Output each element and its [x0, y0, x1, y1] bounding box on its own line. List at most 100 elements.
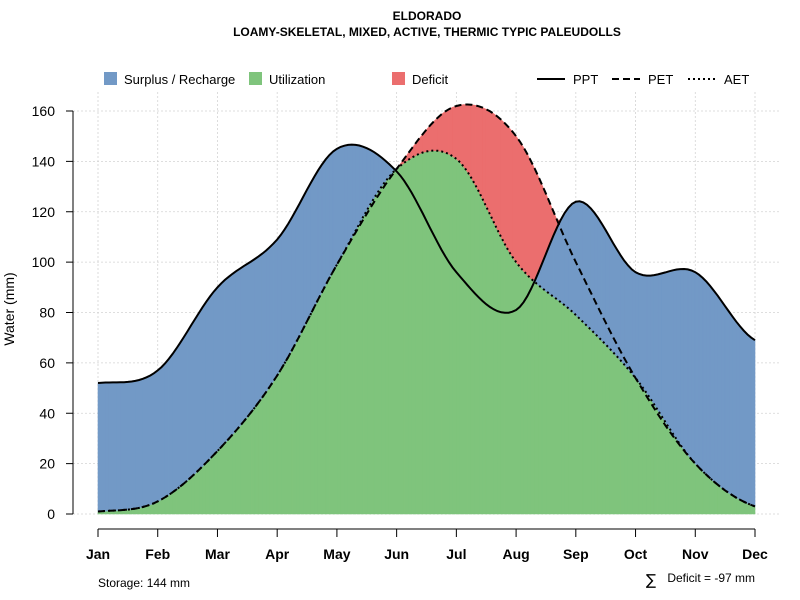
surplus-area — [347, 144, 353, 245]
surplus-area — [138, 378, 144, 509]
utilization-area — [657, 409, 662, 515]
utilization-area — [702, 470, 707, 515]
surplus-area — [560, 211, 565, 306]
deficit-area — [441, 110, 446, 153]
deficit-area — [448, 106, 453, 157]
utilization-area — [243, 416, 248, 515]
surplus-area — [276, 233, 282, 377]
utilization-area — [582, 321, 588, 515]
surplus-area — [243, 263, 248, 423]
utilization-area — [168, 491, 173, 515]
surplus-area — [329, 150, 334, 279]
utilization-area — [691, 458, 696, 515]
x-tick-label-nov: Nov — [682, 546, 709, 562]
utilization-area — [347, 237, 353, 515]
deficit-area — [478, 105, 483, 200]
x-tick-label-jul: Jul — [446, 546, 466, 562]
surplus-area — [359, 145, 364, 225]
legend-swatch-surplus — [104, 72, 117, 85]
deficit-area — [444, 108, 450, 155]
surplus-area — [694, 271, 700, 469]
deficit-area — [437, 113, 442, 152]
utilization-area — [556, 298, 562, 515]
x-tick-label-apr: Apr — [265, 546, 290, 562]
utilization-area — [515, 261, 521, 515]
utilization-area — [317, 291, 323, 515]
deficit-area — [504, 122, 509, 252]
deficit-area — [526, 153, 532, 280]
surplus-area — [168, 352, 173, 496]
surplus-area — [713, 289, 718, 486]
surplus-area — [351, 144, 356, 238]
utilization-area — [609, 347, 614, 515]
surplus-area — [340, 145, 345, 260]
surplus-area — [280, 228, 285, 371]
utilization-area — [310, 306, 315, 515]
surplus-area — [721, 299, 726, 491]
utilization-area — [254, 401, 259, 515]
surplus-area — [314, 169, 319, 307]
utilization-area — [250, 406, 256, 515]
utilization-area — [400, 162, 405, 515]
surplus-area — [179, 336, 185, 488]
surplus-area — [101, 382, 106, 512]
utilization-area — [198, 465, 203, 515]
utilization-area — [530, 277, 536, 515]
surplus-area — [732, 315, 737, 499]
utilization-area — [429, 150, 435, 515]
utilization-area — [456, 158, 461, 515]
surplus-area — [149, 372, 155, 506]
utilization-area — [340, 250, 345, 515]
surplus-area — [627, 264, 633, 375]
utilization-area — [500, 237, 506, 515]
utilization-area — [526, 274, 532, 515]
chart-title: ELDORADO — [393, 9, 462, 23]
surplus-area — [194, 312, 200, 475]
surplus-area — [228, 273, 233, 440]
surplus-area — [146, 374, 151, 507]
y-tick-label: 0 — [47, 506, 55, 522]
surplus-area — [209, 290, 215, 460]
deficit-sum-symbol: ∑ — [646, 571, 656, 589]
surplus-area — [142, 376, 147, 508]
utilization-area — [452, 155, 457, 515]
legend-label-utilization: Utilization — [269, 72, 325, 87]
utilization-area — [448, 153, 453, 515]
surplus-area — [381, 156, 386, 188]
utilization-area — [269, 380, 274, 515]
surplus-area — [232, 270, 237, 436]
utilization-area — [482, 198, 487, 515]
surplus-area — [680, 268, 685, 451]
surplus-area — [564, 206, 569, 309]
utilization-area — [616, 355, 621, 515]
surplus-area — [698, 274, 704, 473]
utilization-area — [179, 482, 185, 515]
utilization-area — [187, 476, 192, 515]
deficit-area — [467, 104, 472, 179]
utilization-area — [713, 480, 718, 515]
utilization-area — [709, 477, 715, 515]
utilization-area — [620, 359, 625, 515]
utilization-area — [202, 461, 207, 515]
surplus-area — [176, 341, 181, 491]
surplus-area — [288, 216, 293, 357]
utilization-area — [303, 321, 308, 515]
deficit-area — [418, 133, 424, 155]
utilization-area — [497, 229, 502, 515]
utilization-area — [553, 296, 558, 515]
deficit-area — [512, 130, 517, 264]
utilization-area — [489, 214, 494, 515]
surplus-area — [325, 154, 330, 286]
utilization-area — [564, 304, 569, 515]
utilization-area — [586, 325, 592, 515]
x-tick-label-aug: Aug — [502, 546, 529, 562]
surplus-area — [355, 144, 360, 231]
surplus-area — [650, 274, 655, 406]
surplus-area — [120, 381, 125, 511]
utilization-area — [571, 310, 577, 515]
surplus-area — [220, 279, 226, 448]
surplus-area — [303, 189, 308, 329]
utilization-area — [329, 271, 334, 515]
surplus-area — [653, 274, 659, 412]
surplus-area — [187, 323, 192, 481]
